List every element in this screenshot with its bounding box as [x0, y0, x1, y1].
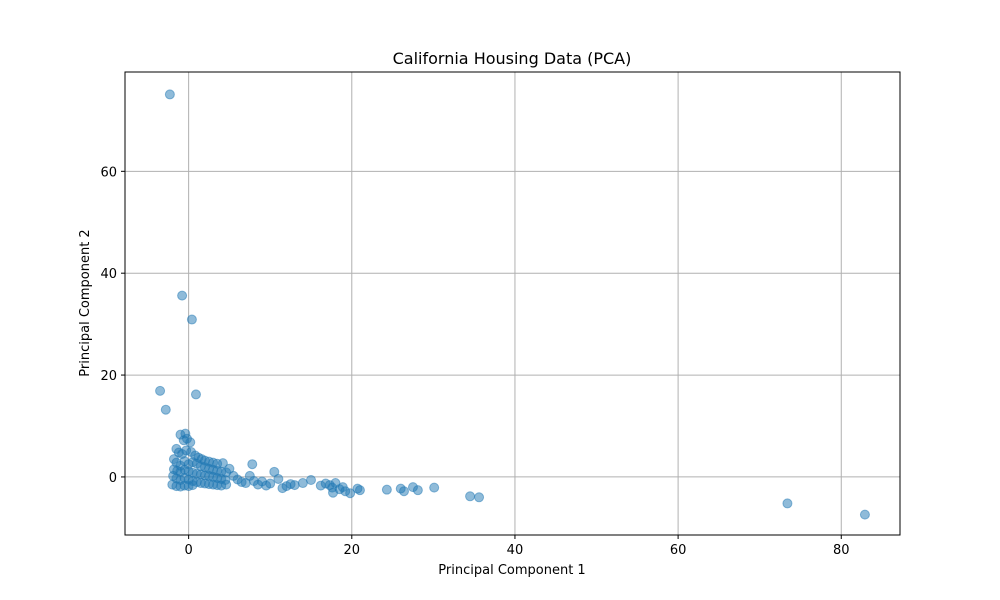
data-point: [221, 479, 232, 490]
data-point: [247, 459, 258, 470]
data-point: [412, 485, 423, 496]
data-point: [306, 474, 316, 485]
data-point: [354, 485, 365, 496]
data-point: [273, 473, 284, 484]
y-tick-label: 60: [100, 165, 117, 180]
data-point: [160, 404, 171, 415]
data-point: [859, 509, 870, 520]
data-point: [297, 478, 308, 489]
y-tick-label: 0: [109, 471, 117, 486]
data-point: [345, 488, 356, 499]
y-axis-label: Principal Component 2: [78, 229, 93, 376]
data-points: [155, 89, 870, 520]
data-point: [190, 389, 201, 400]
data-point: [265, 478, 276, 489]
x-tick-label: 60: [670, 543, 687, 558]
chart-title: California Housing Data (PCA): [393, 49, 632, 68]
data-point: [178, 435, 189, 446]
data-point: [381, 484, 392, 495]
y-tick-label: 40: [100, 267, 117, 282]
data-point: [474, 492, 485, 503]
x-axis-label: Principal Component 1: [438, 563, 585, 578]
data-point: [399, 486, 409, 497]
data-point: [155, 385, 166, 396]
data-point: [429, 482, 440, 493]
x-tick-label: 20: [344, 543, 361, 558]
data-point: [782, 498, 793, 509]
data-point: [187, 480, 198, 491]
axis-ticks: 0 20 40 60 80 0 20 40 60: [100, 165, 849, 558]
x-tick-label: 80: [833, 543, 850, 558]
data-point: [186, 314, 197, 325]
data-point: [164, 89, 175, 100]
y-tick-label: 20: [100, 369, 117, 384]
x-tick-label: 0: [184, 543, 192, 558]
axes-frame: [124, 71, 901, 536]
data-point: [465, 491, 476, 502]
x-tick-label: 40: [507, 543, 524, 558]
data-point: [177, 290, 188, 301]
data-point: [289, 480, 300, 491]
